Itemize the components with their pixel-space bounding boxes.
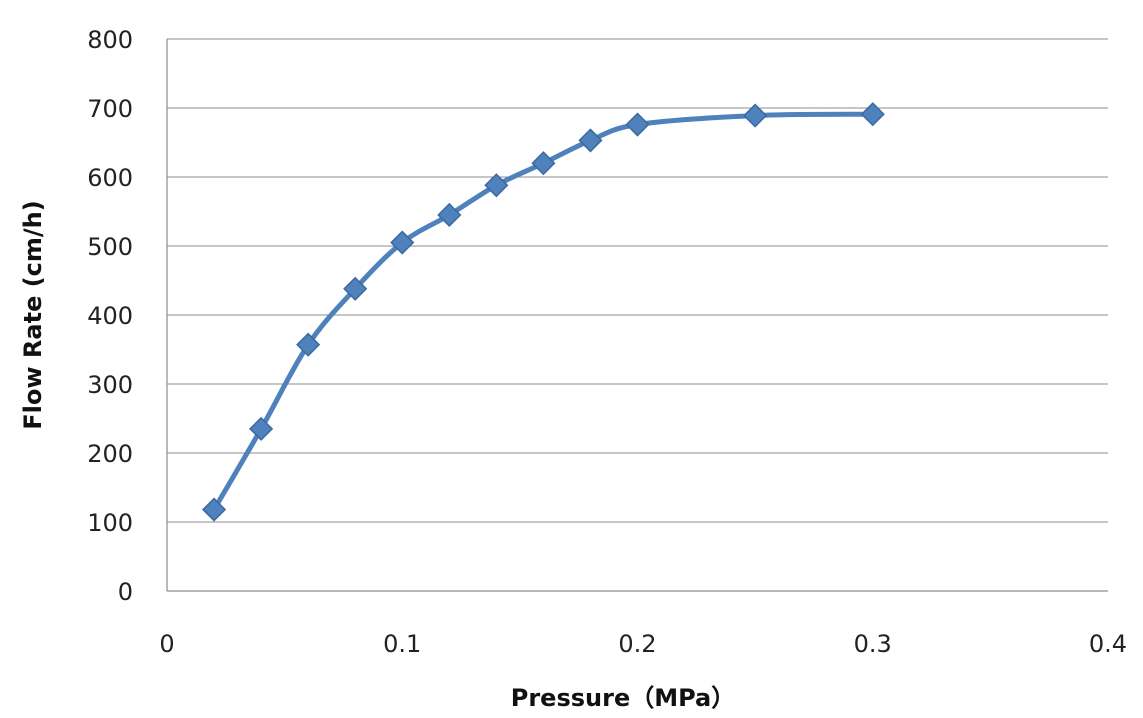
axes — [166, 39, 1108, 592]
series-line — [211, 111, 876, 513]
y-tick-label: 100 — [87, 509, 133, 537]
x-axis-ticks: 0 0.1 0.2 0.3 0.4 — [159, 630, 1127, 658]
data-point-marker — [860, 102, 885, 127]
data-point-marker — [625, 112, 650, 137]
y-tick-label: 300 — [87, 371, 133, 399]
y-tick-label: 700 — [87, 95, 133, 123]
data-point-marker — [390, 230, 415, 255]
y-tick-label: 0 — [118, 578, 133, 606]
y-tick-label: 800 — [87, 26, 133, 54]
data-point-marker — [343, 276, 368, 301]
data-point-marker — [484, 173, 509, 198]
y-tick-label: 400 — [87, 302, 133, 330]
y-axis-ticks: 0 100 200 300 400 500 600 700 800 — [87, 26, 133, 606]
data-point-marker — [296, 332, 321, 357]
data-point-marker — [249, 416, 274, 441]
y-tick-label: 600 — [87, 164, 133, 192]
x-tick-label: 0.4 — [1089, 630, 1127, 658]
y-tick-label: 500 — [87, 233, 133, 261]
data-point-marker — [437, 202, 462, 228]
x-tick-label: 0.2 — [618, 630, 656, 658]
data-point-marker — [201, 497, 227, 522]
y-tick-label: 200 — [87, 440, 133, 468]
data-series — [201, 102, 885, 522]
data-point-marker — [743, 103, 768, 128]
x-tick-label: 0 — [159, 630, 174, 658]
x-tick-label: 0.3 — [854, 630, 892, 658]
data-point-marker — [531, 151, 556, 176]
data-point-marker — [578, 128, 603, 153]
gridlines — [167, 38, 1108, 523]
y-axis-title: Flow Rate (cm/h) — [19, 200, 47, 429]
x-axis-title: Pressure（MPa） — [511, 684, 736, 712]
x-tick-label: 0.1 — [383, 630, 421, 658]
